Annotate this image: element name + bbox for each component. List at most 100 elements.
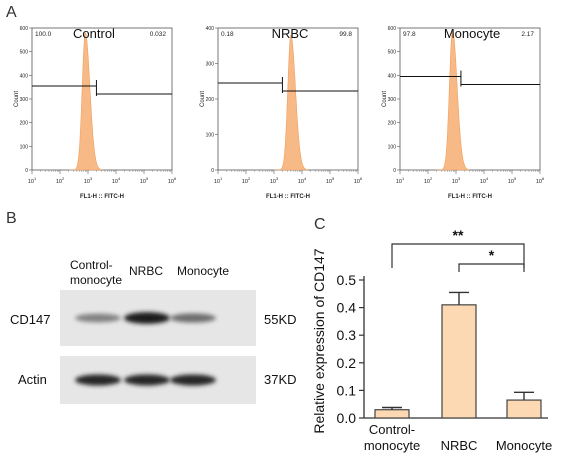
significance-label: * [489,247,495,263]
y-tick-label: 0 [211,168,214,174]
y-axis-label: Count [200,91,206,107]
row-size-actin: 37KD [264,372,297,387]
significance-bracket [391,243,525,268]
histogram-title: Monocyte [444,26,500,41]
blot-band [75,313,121,323]
y-tick-label: 500 [388,50,397,56]
x-tick-label: 101 [214,176,223,185]
row-label-cd147: CD147 [10,312,51,327]
x-tick-label: 105 [140,176,149,185]
x-tick-label: 103 [270,176,279,185]
x-axis-label: FL1-H :: FITC-H [448,194,492,200]
x-tick-label: Control- [369,422,415,437]
y-tick-label: 300 [20,97,29,103]
histogram-title: Control [73,26,115,41]
x-tick-label: 103 [84,176,93,185]
y-tick-label: 600 [20,26,29,32]
lane-label-control-monocyte: Control- monocyte [70,258,123,287]
bar-chart-svg: 0.0 0.1 0.2 0.3 0.4 0.5 Control-monocyte NRBC Mo… [311,227,552,453]
bar [374,409,410,419]
y-axis-label: Relative expression of CD147 [311,248,327,433]
y-tick-label: 400 [388,73,397,79]
x-tick-label: Monocyte [496,438,552,453]
significance-bracket [458,263,525,272]
bar [441,304,477,419]
x-tick-label: 104 [298,176,307,185]
x-tick-label: 102 [56,176,65,185]
lane-label-nrbc: NRBC [129,264,164,278]
y-tick-label: 600 [388,26,397,32]
lane-label-monocyte: Monocyte [177,264,230,278]
x-tick-label: 104 [480,176,489,185]
y-tick-label: 300 [206,62,215,68]
blot-band [124,374,170,386]
x-tick-label: 104 [112,176,121,185]
y-tick-label: 0.2 [337,355,357,371]
x-axis-label: FL1-H :: FITC-H [80,194,124,200]
y-axis-label: Count [14,91,20,107]
plot-frame [399,27,541,171]
gate-right-percent: 0.032 [150,31,167,38]
y-tick-label: 300 [388,97,397,103]
y-tick-label: 0.0 [337,410,357,426]
histogram-svg: 0 100 200 300 400 500 600 101 102 103 104 105 106 FL1… [14,26,177,200]
x-tick-label: 102 [424,176,433,185]
flow-histogram-monocyte: 0 100 200 300 400 500 600 101 102 103 104 105 106 FL1… [380,20,548,210]
gate-left-percent: 0.18 [221,31,234,38]
histogram-peak [274,34,309,171]
panel-letter-c: C [314,216,326,233]
x-tick-label: NRBC [441,438,478,453]
x-tick-label: 101 [28,176,37,185]
x-axis-label: FL1-H :: FITC-H [266,194,310,200]
y-tick-label: 0.4 [337,300,357,316]
blot-band [170,313,216,323]
x-tick-label: 101 [396,176,405,185]
x-tick-label: 103 [452,176,461,185]
y-tick-label: 100 [388,144,397,150]
western-blot: Control- monocyte NRBC Monocyte CD147 55… [0,250,310,410]
y-tick-label: 200 [206,97,215,103]
bar [506,399,542,419]
y-tick-label: 0 [393,168,396,174]
plot-frame [31,27,173,171]
y-tick-label: 0.3 [337,327,357,343]
significance-label: ** [453,227,464,243]
y-tick-label: 100 [20,144,29,150]
y-tick-label: 200 [388,121,397,127]
histogram-peak [435,29,470,171]
x-tick-label: 105 [326,176,335,185]
flow-histogram-control: 0 100 200 300 400 500 600 101 102 103 104 105 106 FL1… [12,20,180,210]
panel-letter-a: A [6,4,17,21]
x-tick-label: 106 [354,176,363,185]
y-tick-label: 100 [206,133,215,139]
y-tick-label: 0.1 [337,382,357,398]
x-tick-label: 105 [508,176,517,185]
row-size-cd147: 55KD [264,312,297,327]
gate-left-percent: 97.8 [403,31,416,38]
histogram-peak [68,32,103,171]
x-tick-label: monocyte [364,438,420,453]
y-tick-label: 200 [20,121,29,127]
y-tick-label: 400 [206,26,215,32]
gate-right-percent: 2.17 [521,31,534,38]
blot-band [170,374,216,386]
panel-letter-b: B [6,210,17,227]
y-tick-label: 500 [20,50,29,56]
histogram-title: NRBC [272,26,309,41]
bar-chart-cd147: 0.0 0.1 0.2 0.3 0.4 0.5 Control-monocyte NRBC Mo… [300,222,560,470]
blot-band [75,374,121,386]
blot-image [60,290,256,404]
row-label-actin: Actin [18,372,47,387]
x-tick-label: 106 [536,176,545,185]
x-tick-label: 102 [242,176,251,185]
gate-right-percent: 99.8 [339,31,352,38]
histogram-svg: 0 100 200 300 400 500 600 101 102 103 104 105 106 FL1… [382,26,545,200]
gate-left-percent: 100.0 [35,31,52,38]
y-tick-label: 400 [20,73,29,79]
y-axis-label: Count [382,91,388,107]
x-tick-label: 106 [168,176,177,185]
y-tick-label: 0 [25,168,28,174]
blot-band [124,312,170,324]
